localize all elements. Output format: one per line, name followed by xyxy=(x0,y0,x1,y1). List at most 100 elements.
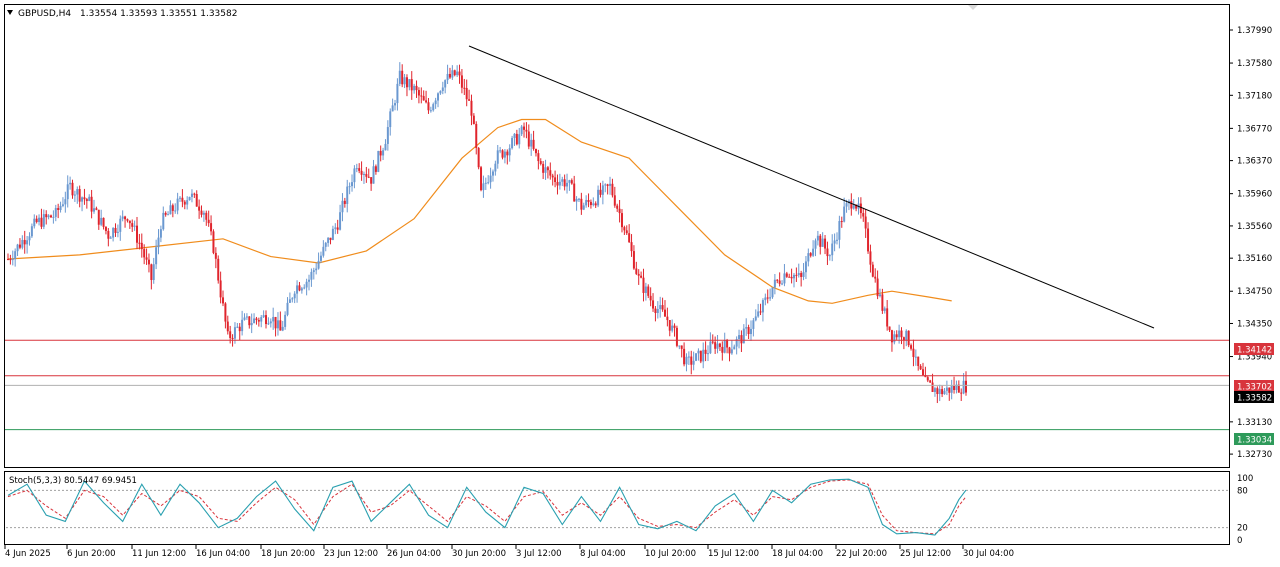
candle-bull xyxy=(233,327,236,339)
candle-bull xyxy=(773,279,776,288)
symbol-menu-triangle-icon[interactable] xyxy=(7,10,13,15)
candle-bear xyxy=(551,175,554,178)
candle-bear xyxy=(343,200,346,204)
candle-bear xyxy=(957,384,960,393)
time-tick-label: 11 Jun 12:00 xyxy=(132,549,186,559)
candle-bear xyxy=(212,231,215,253)
candle-bear xyxy=(422,96,425,101)
candle-bear xyxy=(826,248,829,257)
candle-bear xyxy=(537,153,540,162)
candle-bear xyxy=(931,382,934,393)
candle-bull xyxy=(317,260,320,269)
candle-bull xyxy=(749,328,752,335)
candle-bear xyxy=(501,150,504,158)
candle-bear xyxy=(136,225,139,243)
ohlc-readout: 1.33554 1.33593 1.33551 1.33582 xyxy=(80,9,237,19)
candle-bear xyxy=(620,213,623,228)
candle-bear xyxy=(238,326,241,332)
candle-bear xyxy=(666,316,669,321)
candle-bear xyxy=(523,126,526,130)
candle-bull xyxy=(769,297,772,299)
candle-bull xyxy=(604,184,607,186)
candle-bear xyxy=(788,276,791,278)
candle-bear xyxy=(171,205,174,211)
candle-bull xyxy=(100,217,103,225)
candle-bull xyxy=(155,247,158,265)
candle-bear xyxy=(673,325,676,328)
stoch-tick-label: 0 xyxy=(1237,536,1242,546)
candle-bull xyxy=(451,70,454,78)
candle-bull xyxy=(828,255,831,257)
candle-bear xyxy=(298,285,301,291)
candle-bull xyxy=(291,298,294,300)
candle-bull xyxy=(577,198,580,200)
candle-bull xyxy=(585,200,588,206)
resistance-1-tag-bg xyxy=(1234,343,1274,355)
candle-bear xyxy=(546,167,549,171)
candle-bear xyxy=(589,201,592,206)
time-tick-label: 30 Jul 04:00 xyxy=(963,549,1014,559)
candle-bull xyxy=(709,341,712,354)
candle-bull xyxy=(831,243,834,256)
level-tags: 1.34142 1.33702 1.33582 1.33034 xyxy=(1234,343,1274,446)
candle-bull xyxy=(188,196,191,201)
candle-bull xyxy=(169,205,172,215)
candle-bear xyxy=(917,356,920,367)
candle-bull xyxy=(432,104,435,111)
candle-bear xyxy=(226,321,229,332)
candle-bear xyxy=(661,305,664,310)
candle-bear xyxy=(379,150,382,156)
candle-bear xyxy=(183,201,186,205)
candle-bear xyxy=(714,342,717,349)
candle-bull xyxy=(695,353,698,361)
candle-bear xyxy=(876,278,879,297)
candle-bear xyxy=(279,320,282,331)
candle-bear xyxy=(126,219,129,221)
candle-bear xyxy=(890,330,893,343)
candle-bull xyxy=(267,323,270,325)
candle-bull xyxy=(582,205,585,210)
candle-bear xyxy=(532,139,535,149)
candle-bull xyxy=(945,387,948,391)
candle-bear xyxy=(800,273,803,277)
candle-bull xyxy=(26,240,29,245)
candle-bull xyxy=(687,356,690,358)
candle-bull xyxy=(76,189,79,195)
resistance-2-tag: 1.33702 xyxy=(1237,383,1272,393)
candle-bear xyxy=(611,183,614,196)
candle-bull xyxy=(190,193,193,197)
candle-bull xyxy=(64,199,67,205)
candle-bull xyxy=(742,328,745,344)
candle-bear xyxy=(699,350,702,362)
candle-bear xyxy=(936,388,939,395)
candle-bear xyxy=(704,349,707,354)
candle-bear xyxy=(131,223,134,227)
candle-bull xyxy=(262,315,265,318)
candle-bear xyxy=(374,166,377,172)
candle-bull xyxy=(93,208,96,212)
candle-bear xyxy=(859,203,862,214)
candle-bull xyxy=(697,350,700,354)
candle-bear xyxy=(635,268,638,274)
candle-bull xyxy=(575,198,578,202)
candle-bear xyxy=(855,205,858,209)
candle-bear xyxy=(718,343,721,347)
candle-bull xyxy=(52,216,55,218)
candle-bear xyxy=(415,85,418,91)
candle-bull xyxy=(943,390,946,395)
candle-bull xyxy=(33,218,36,227)
candle-bull xyxy=(738,335,741,340)
candle-bull xyxy=(355,168,358,170)
candle-bear xyxy=(40,217,43,227)
candle-bull xyxy=(754,316,757,321)
candle-bull xyxy=(792,274,795,279)
candle-bull xyxy=(54,208,57,217)
scroll-shift-marker-icon[interactable] xyxy=(968,5,978,10)
candle-bull xyxy=(174,210,177,212)
candle-bull xyxy=(276,320,279,329)
candle-bear xyxy=(463,87,466,89)
candle-bear xyxy=(181,197,184,202)
candle-bull xyxy=(838,221,841,240)
candle-bull xyxy=(644,286,647,293)
descending-trendline[interactable] xyxy=(468,45,1155,329)
